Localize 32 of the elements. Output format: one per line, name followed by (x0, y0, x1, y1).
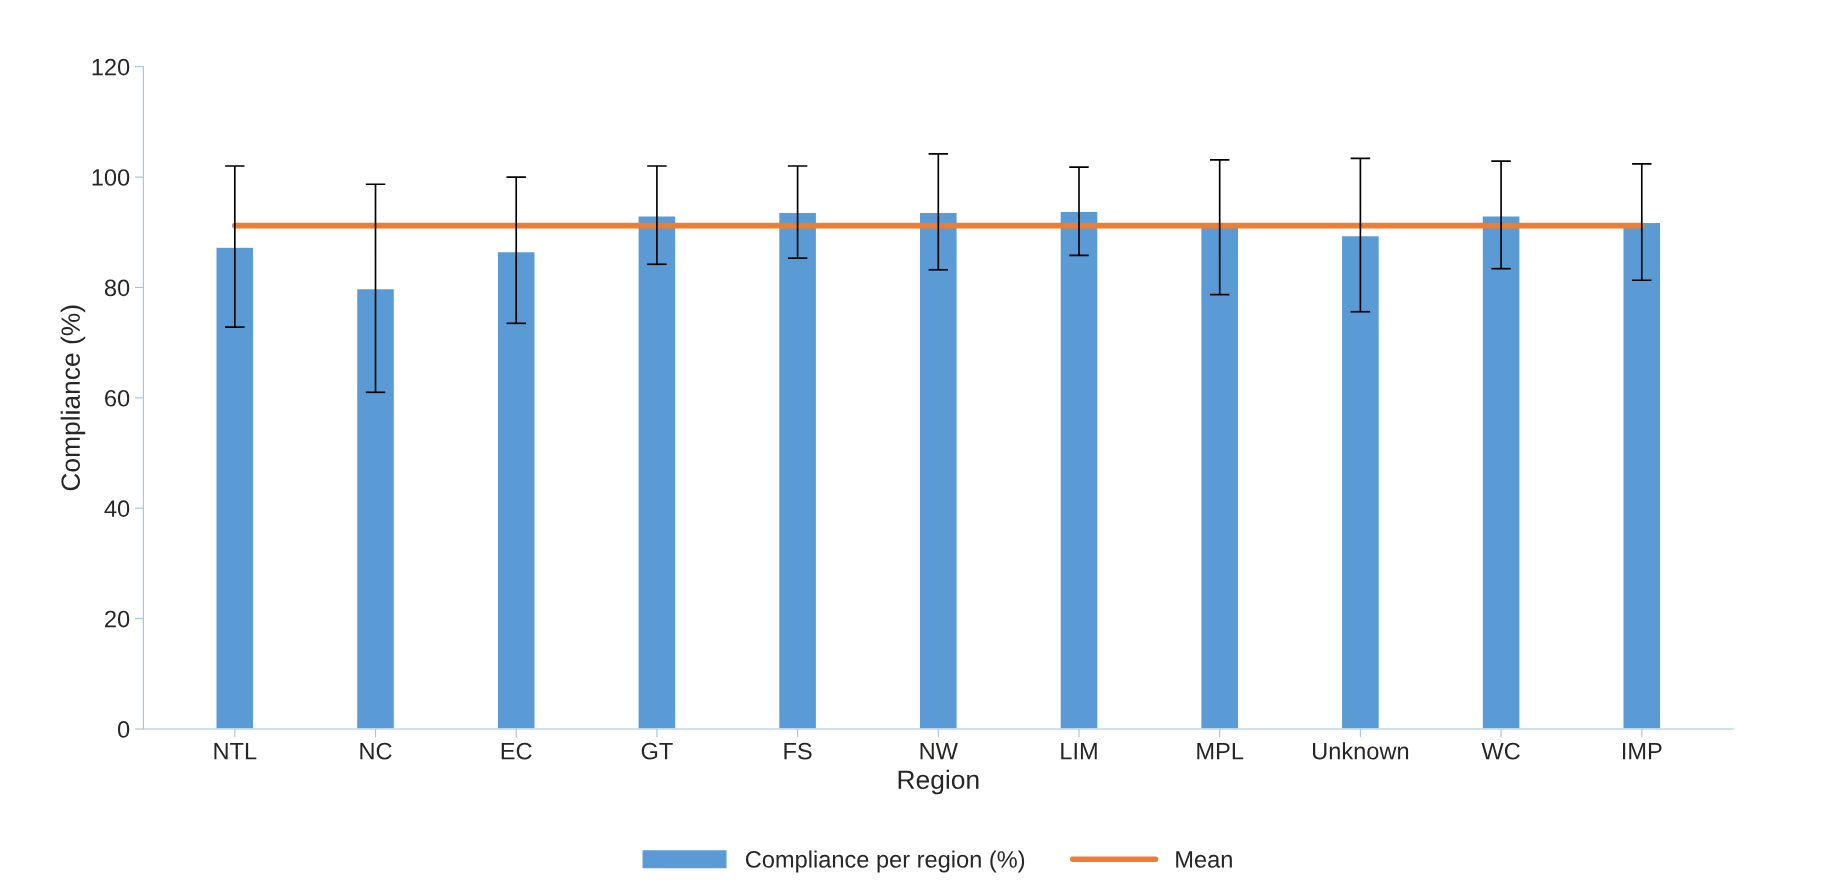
bar (496, 250, 536, 729)
legend-label: Mean (1176, 851, 1232, 868)
x-tick-label: IMP (1622, 743, 1662, 760)
x-tick-label: GT (641, 742, 673, 760)
bar (918, 211, 958, 729)
x-axis-title: Region (898, 769, 979, 795)
bar (1059, 210, 1099, 729)
x-tick-label: NTL (214, 743, 257, 760)
bar (777, 211, 818, 729)
x-tick-label: MPL (1197, 743, 1244, 760)
bar (215, 246, 255, 729)
x-tick-label: NC (360, 742, 392, 760)
y-tick-label: 120 (92, 58, 130, 76)
y-tick-label: 60 (105, 389, 130, 407)
y-tick-label: 80 (104, 279, 130, 297)
x-tick-label: WC (1481, 742, 1520, 760)
x-tick-label: EC (501, 742, 532, 760)
bar (1340, 234, 1381, 729)
bar (355, 287, 396, 729)
bar (1622, 221, 1662, 729)
y-tick-label: 20 (105, 610, 130, 628)
y-tick-label: 100 (92, 169, 130, 186)
y-axis-title: Compliance (%) (60, 305, 86, 491)
x-tick-label: FS (784, 742, 812, 760)
y-tick-label: 0 (117, 721, 130, 738)
legend-label: Compliance per region (%) (745, 850, 1025, 873)
y-tick-label: 40 (104, 500, 130, 517)
bar (637, 214, 677, 729)
x-tick-label: Unknown (1313, 742, 1409, 760)
x-tick-label: NW (920, 743, 958, 760)
x-tick-label: LIM (1061, 743, 1097, 760)
bar (1481, 214, 1521, 729)
